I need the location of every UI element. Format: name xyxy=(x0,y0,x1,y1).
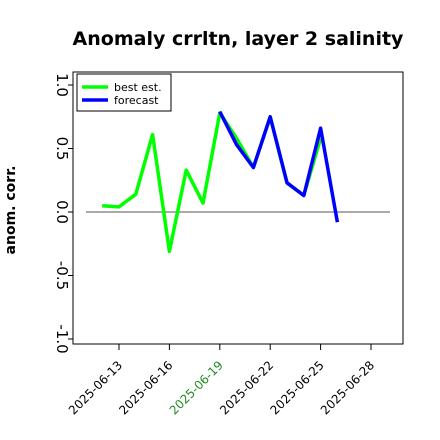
legend-label: best est. xyxy=(114,81,162,94)
legend-label: forecast xyxy=(114,94,159,107)
plot-frame xyxy=(72,71,404,345)
y-tick-label: 0.5 xyxy=(53,137,71,161)
chart-title: Anomaly crrltn, layer 2 salinity xyxy=(73,28,404,50)
y-axis-label: anom. corr. xyxy=(3,166,19,255)
series-layer xyxy=(102,110,340,254)
y-tick-label: 1.0 xyxy=(53,73,71,97)
y-tick-label: -0.5 xyxy=(53,261,71,290)
legend: best est.forecast xyxy=(76,73,172,112)
y-tick-label: -1.0 xyxy=(53,324,71,353)
x-axis: 2025-06-132025-06-162025-06-192025-06-22… xyxy=(66,344,377,417)
y-axis: -1.0 -0.5 0.0 0.5 1.0 xyxy=(53,73,73,354)
legend-box xyxy=(76,73,172,112)
y-tick-label: 0.0 xyxy=(53,200,71,224)
series-line-forecast xyxy=(218,110,340,223)
x-tick-label: 2025-06-28 xyxy=(318,358,377,417)
